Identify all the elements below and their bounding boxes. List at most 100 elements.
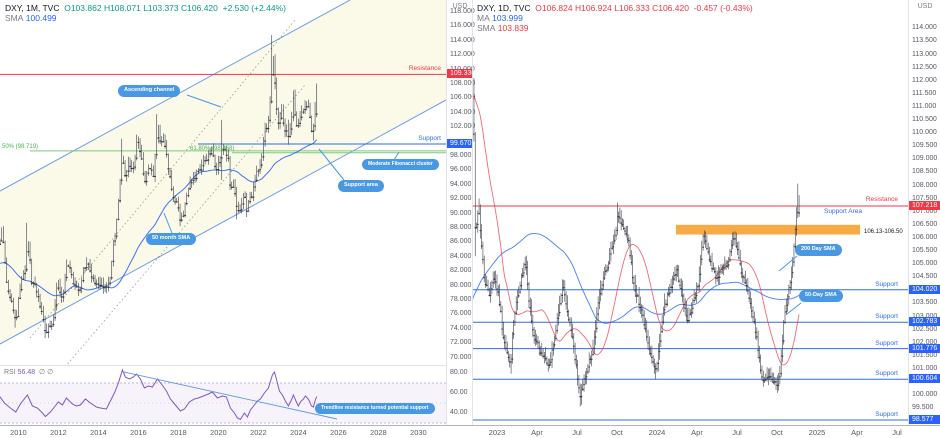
- price-tick: 113.000: [912, 50, 937, 58]
- price-tick: 109.000: [912, 155, 938, 163]
- left-support-price-label: 99.670: [447, 138, 473, 148]
- rsi-eye-icon[interactable]: ∅: [39, 369, 46, 376]
- time-label-left: 2016: [130, 428, 147, 437]
- price-tick: 82.000: [450, 267, 472, 275]
- left-resistance-label: Resistance: [409, 65, 442, 72]
- price-tick: 112.000: [450, 51, 475, 59]
- callout-ascending-channel[interactable]: Ascending channel: [118, 85, 181, 97]
- callout-support-area-left[interactable]: Support area: [338, 180, 384, 192]
- support-area-range-label: 106.13-106.50: [864, 229, 903, 235]
- right-support-label-1: Support: [875, 313, 898, 320]
- price-tick: 108.000: [912, 181, 938, 189]
- price-tick: 104.500: [912, 273, 938, 281]
- price-tick: 72.000: [450, 339, 472, 347]
- price-tick: 102.500: [912, 325, 938, 333]
- price-tick: 106.000: [912, 233, 938, 241]
- right-support-price-label-0: 104.020: [909, 284, 940, 294]
- price-tick: 105.000: [912, 260, 938, 268]
- right-support-price-label-4: 98.577: [909, 415, 940, 424]
- right-support-label-2: Support: [875, 340, 898, 347]
- price-tick: 106.000: [450, 94, 476, 102]
- left-price-scale[interactable]: USD 118.000116.000114.000112.000110.0001…: [446, 0, 476, 425]
- right-scale-currency: USD: [917, 3, 933, 10]
- price-tick: 110.500: [912, 116, 937, 123]
- price-tick: 109.500: [912, 142, 938, 150]
- right-support-label-3: Support: [875, 370, 898, 377]
- time-label-right: 2023: [488, 428, 506, 437]
- price-tick: 84.000: [450, 252, 472, 260]
- callout-fibonacci-cluster[interactable]: Moderate Fibonacci cluster: [362, 159, 439, 170]
- time-label-left: 2014: [90, 428, 107, 437]
- rsi-settings-icon[interactable]: ∅: [47, 369, 54, 376]
- right-sma-legend[interactable]: SMA 103.839: [477, 23, 529, 33]
- callout-50-month-sma[interactable]: 50 month SMA: [146, 233, 197, 245]
- price-tick: 111.500: [912, 89, 937, 97]
- price-tick: 110.000: [450, 66, 475, 73]
- right-support-label-4: Support: [875, 411, 898, 418]
- rsi-tick: 80.00: [450, 369, 468, 376]
- price-tick: 102.000: [912, 338, 938, 346]
- callout-200-day-sma[interactable]: 200 Day SMA: [795, 244, 842, 256]
- right-resistance-label: Resistance: [866, 196, 899, 203]
- time-label-right: Apr: [691, 428, 703, 437]
- right-symbol[interactable]: DXY, 1D, TVC: [477, 3, 531, 13]
- left-symbol[interactable]: DXY, 1M, TVC: [5, 3, 60, 13]
- time-label-right: Apr: [851, 428, 863, 437]
- time-label-right: 2024: [648, 428, 666, 437]
- rsi-pane-plot[interactable]: [0, 366, 446, 425]
- support-area-label: Support Area: [824, 208, 862, 215]
- price-tick: 110.000: [912, 129, 937, 137]
- price-tick: 78.000: [450, 296, 472, 303]
- price-tick: 86.000: [450, 238, 472, 246]
- price-tick: 101.000: [912, 364, 938, 372]
- left-monthly-chart-plot[interactable]: Resistance Support 50% (98.719) 61.80% (…: [0, 0, 446, 365]
- rsi-legend[interactable]: RSI 56.48 ∅ ∅: [4, 369, 54, 376]
- price-tick: 74.000: [450, 324, 472, 332]
- time-axis[interactable]: 2010 2012 2014 2016 2018 2020 2022 2024 2026 2028…: [0, 425, 940, 438]
- price-tick: 76.000: [450, 310, 472, 318]
- time-label-left: 2020: [210, 428, 227, 437]
- right-resistance-price-label: 107.218: [909, 201, 940, 210]
- time-label-right: Apr: [531, 428, 543, 437]
- time-label-left: 2030: [410, 428, 427, 437]
- left-support-label: Support: [418, 135, 441, 142]
- time-label-left: 2018: [170, 428, 187, 437]
- left-sma-legend[interactable]: SMA 100.499: [5, 13, 57, 23]
- fib-level-1-label: 61.80% (98.458): [190, 146, 234, 152]
- time-label-right: Oct: [611, 428, 623, 437]
- fib-level-0-label: 50% (98.719): [2, 144, 38, 150]
- time-label-right: 2025: [808, 428, 826, 437]
- time-label-left: 2010: [10, 428, 27, 437]
- right-daily-chart-plot[interactable]: Resistance Support Support Support Suppo…: [472, 0, 908, 425]
- left-chart-legend[interactable]: DXY, 1M, TVC O103.862 H108.071 L103.373 …: [5, 3, 286, 13]
- price-tick: 118.000: [450, 8, 475, 15]
- price-tick: 80.000: [450, 281, 472, 289]
- rsi-tick: 60.00: [450, 389, 468, 396]
- callout-50-day-sma[interactable]: 50-Day SMA: [799, 290, 843, 302]
- time-label-right: Jul: [892, 428, 902, 437]
- price-tick: 92.000: [450, 195, 472, 203]
- price-tick: 108.500: [912, 168, 938, 176]
- right-price-scale[interactable]: USD 114.000 113.500 113.000 112.500 112.000 1…: [908, 0, 940, 425]
- time-label-right: Jul: [572, 428, 582, 437]
- time-label-right: Jul: [732, 428, 742, 437]
- pane-divider[interactable]: [472, 0, 473, 438]
- price-tick: 100.000: [912, 391, 938, 399]
- callout-rsi-trendline[interactable]: Trendline resistance turned potential su…: [315, 403, 435, 414]
- right-ma-legend[interactable]: MA 103.999: [477, 13, 523, 23]
- price-tick: 98.000: [450, 152, 472, 159]
- price-tick: 94.000: [450, 180, 472, 188]
- right-change: -0.457 (-0.43%): [693, 3, 753, 13]
- price-tick: 88.000: [450, 224, 472, 231]
- time-label-left: 2028: [370, 428, 387, 437]
- time-label-left: 2026: [330, 428, 347, 437]
- right-support-label-0: Support: [875, 281, 898, 288]
- price-tick: 112.500: [912, 63, 937, 71]
- price-tick: 96.000: [450, 166, 472, 174]
- price-tick: 99.500: [912, 404, 934, 412]
- price-tick: 102.000: [450, 123, 476, 131]
- price-tick: 113.500: [912, 37, 937, 45]
- time-label-left: 2022: [250, 428, 267, 437]
- left-change: +2.530 (+2.44%): [222, 3, 286, 13]
- right-chart-legend[interactable]: DXY, 1D, TVC O106.824 H106.924 L106.333 …: [477, 3, 753, 13]
